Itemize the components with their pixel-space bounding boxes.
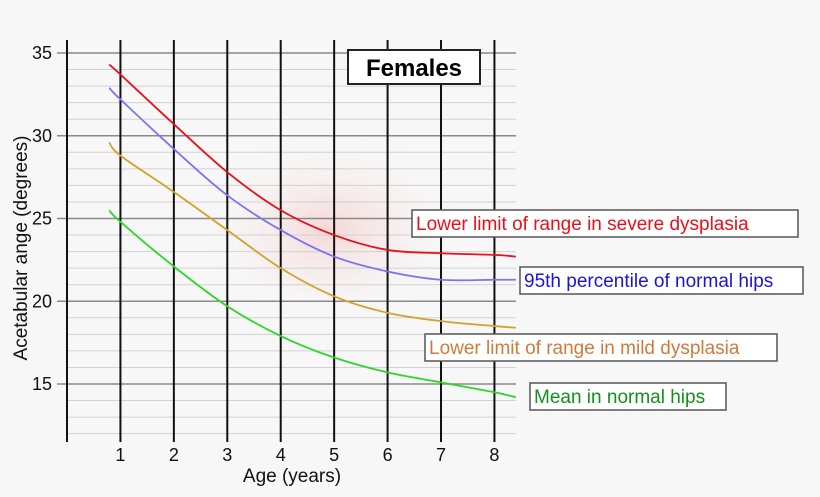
series-lines (108, 63, 517, 399)
series-line (108, 141, 516, 329)
series-labels: Lower limit of range in severe dysplasia… (411, 209, 804, 411)
tick-labels: 1 2 3 4 5 6 7 8 15 20 25 30 35 (32, 43, 499, 465)
series-line (108, 63, 516, 258)
y-axis-label: Acetabular ange (degrees) (11, 136, 32, 361)
chart-title: Females (366, 55, 462, 82)
x-axis-label: Age (years) (243, 466, 341, 487)
title-box: Females (347, 49, 481, 85)
series-label-box (529, 382, 727, 411)
x-tick-label: 6 (383, 445, 393, 465)
x-tick-label: 4 (276, 445, 286, 465)
y-tick-label: 20 (32, 291, 52, 311)
series-label: Lower limit of range in mild dysplasia (429, 338, 740, 359)
y-tick-label: 25 (32, 209, 52, 229)
y-tick-label: 35 (32, 43, 52, 63)
x-tick-label: 7 (436, 445, 446, 465)
series-label: Lower limit of range in severe dysplasia (416, 214, 749, 235)
y-tick-label: 30 (32, 126, 52, 146)
series-label: 95th percentile of normal hips (524, 271, 773, 292)
x-tick-label: 2 (169, 445, 179, 465)
x-tick-label: 5 (329, 445, 339, 465)
series-label-box (519, 266, 804, 295)
series-line (108, 87, 516, 282)
series-label-box (411, 209, 799, 238)
series-line (108, 209, 517, 399)
series-label-box (424, 333, 778, 362)
y-tick-label: 15 (32, 374, 52, 394)
background-glow (190, 130, 470, 330)
series-label: Mean in normal hips (534, 387, 705, 408)
x-tick-label: 1 (115, 445, 125, 465)
x-tick-label: 3 (222, 445, 232, 465)
x-tick-label: 8 (489, 445, 499, 465)
